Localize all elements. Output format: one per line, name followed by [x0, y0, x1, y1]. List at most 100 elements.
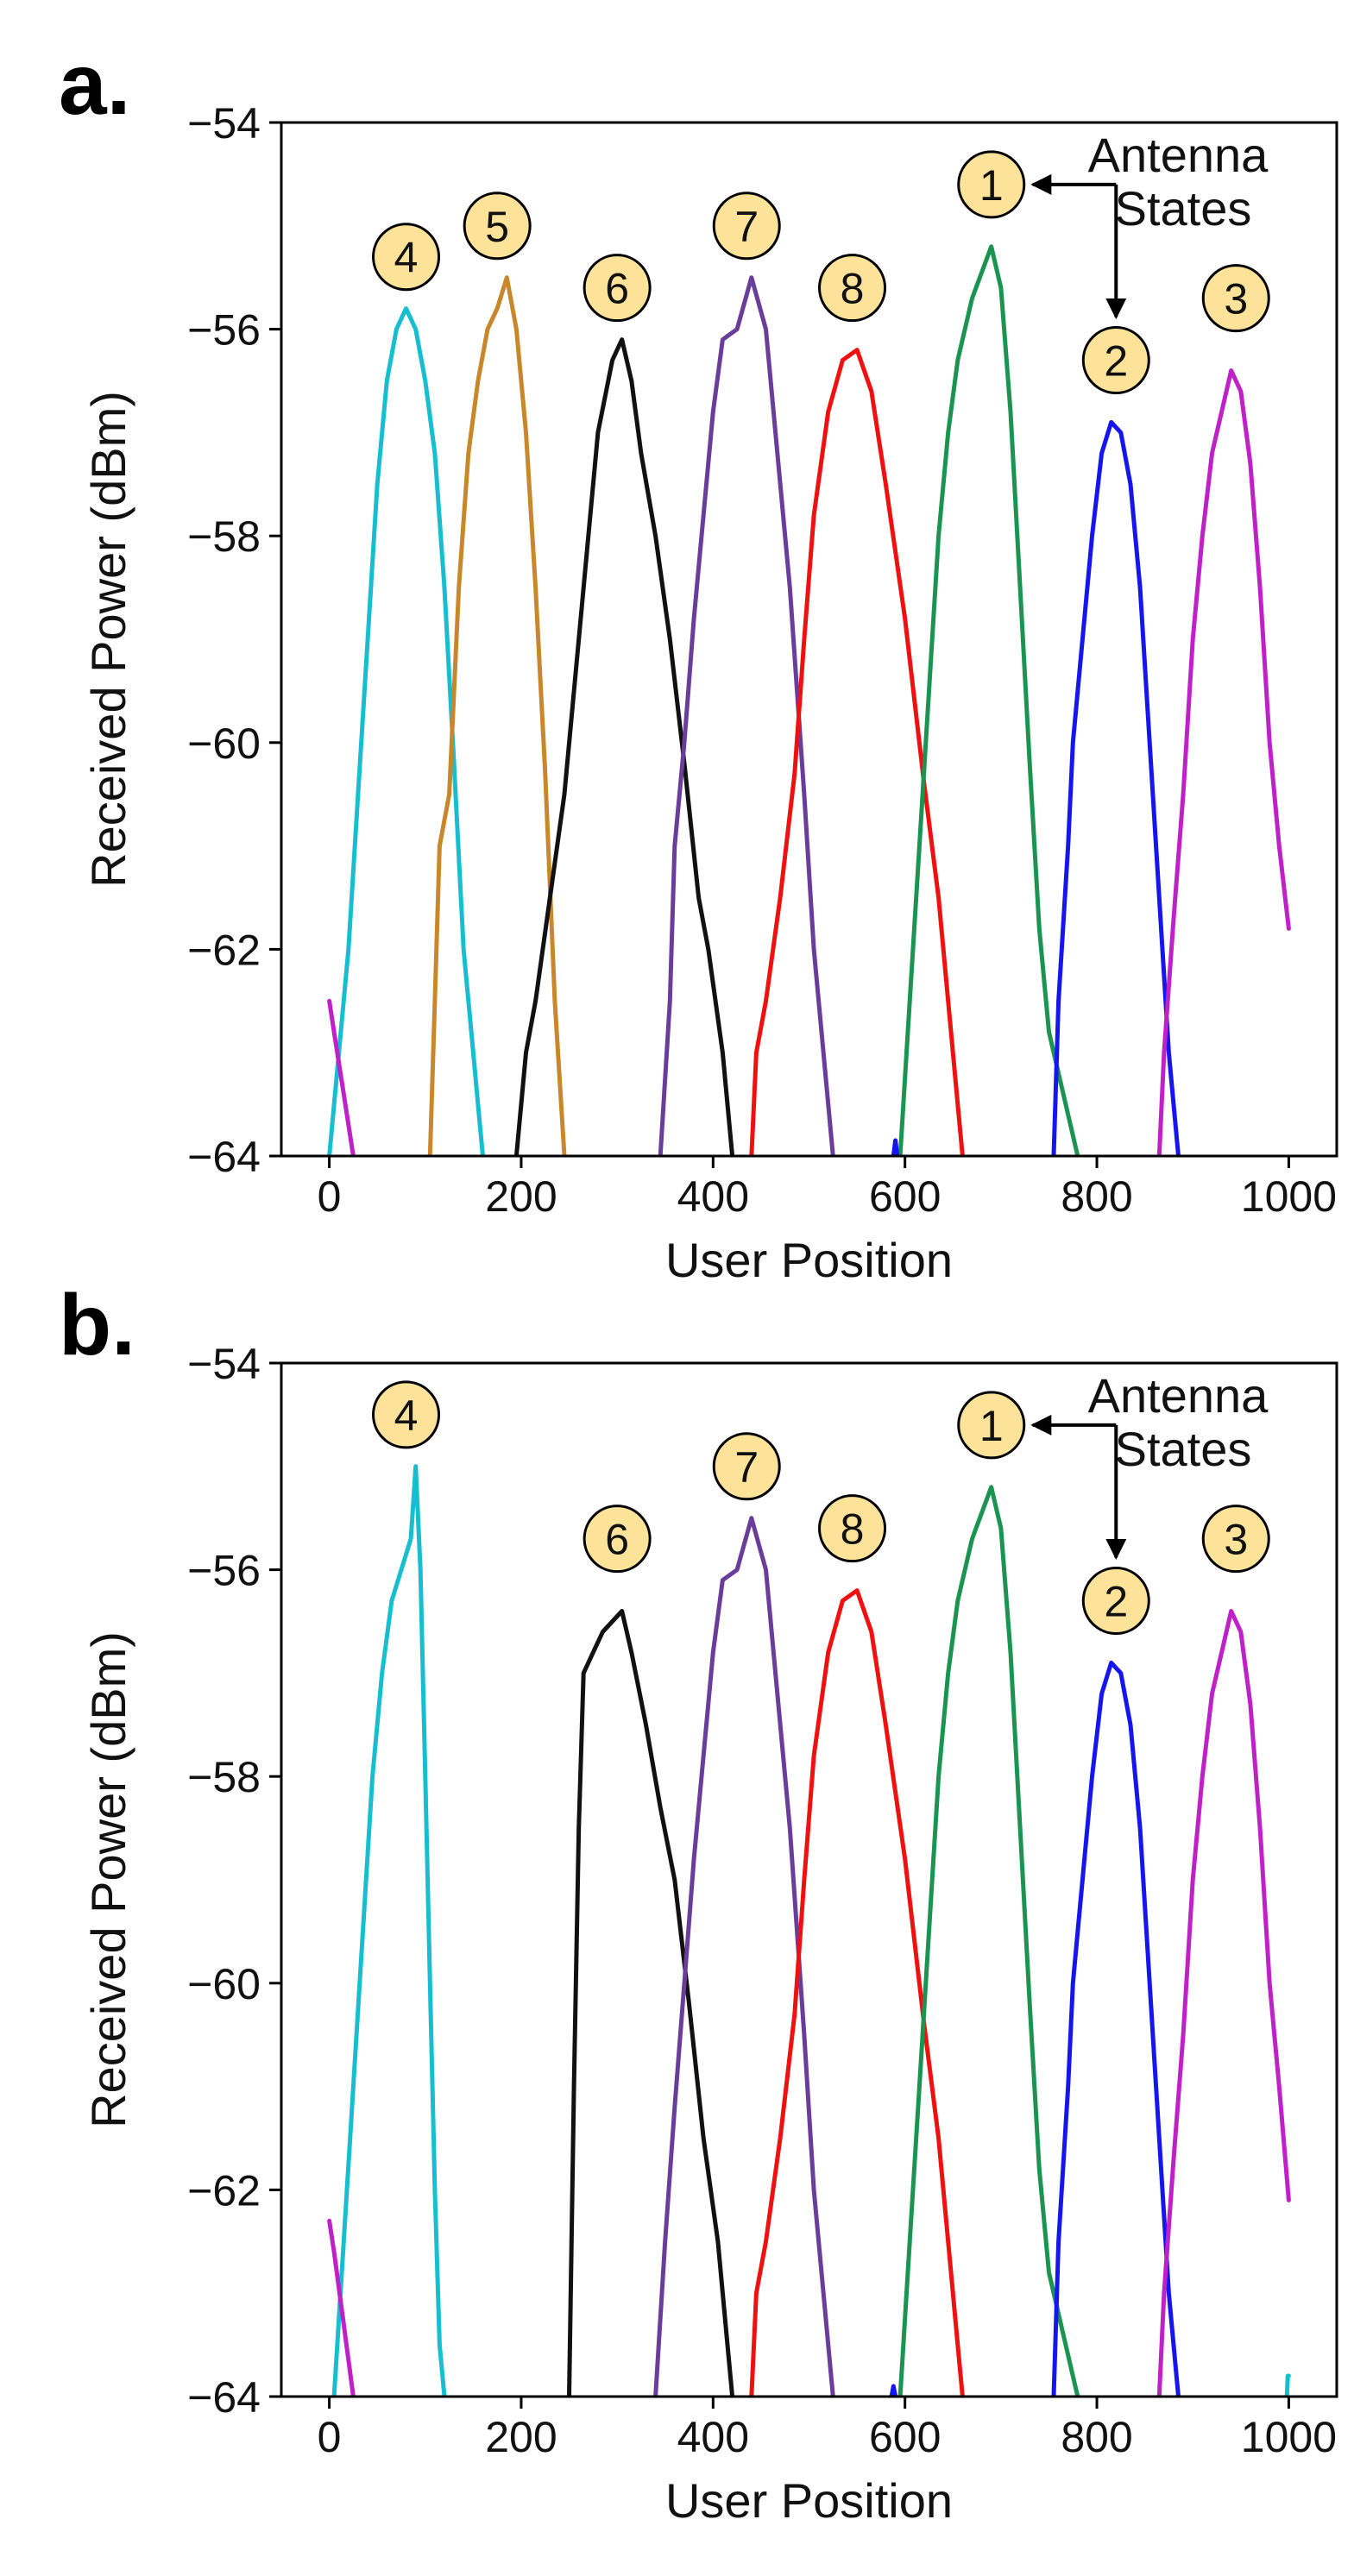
- panel-label: b.: [59, 1277, 135, 1373]
- state-label: 6: [605, 1516, 629, 1564]
- y-tick-label: −64: [187, 1133, 261, 1181]
- state-circle: [712, 192, 781, 261]
- y-tick-label: −54: [187, 1340, 261, 1388]
- y-tick-label: −58: [187, 512, 261, 561]
- panel-b: 0 200 400 600 800 1000 −54 −56 −58 −60 −62 −64 User …: [59, 1277, 1338, 2528]
- state-label: 8: [841, 1505, 865, 1554]
- axes-frame: [280, 1361, 1338, 2398]
- state-label: 2: [1104, 1578, 1128, 1626]
- series-state-6-line: [513, 337, 735, 1156]
- x-tick-label: 800: [1061, 1172, 1132, 1221]
- x-tick-label: 1000: [1241, 2413, 1337, 2461]
- axes-frame: [280, 121, 1338, 1158]
- state-label: 3: [1224, 275, 1248, 324]
- x-tick-label: 400: [677, 1172, 749, 1221]
- x-tick-label: 800: [1061, 2413, 1132, 2461]
- state-marker-1: 1: [957, 1391, 1026, 1460]
- state-label: 3: [1224, 1516, 1248, 1564]
- series-fragment-line-9: [891, 1138, 900, 1156]
- state-circle: [957, 150, 1026, 219]
- x-tick-label: 200: [485, 2413, 557, 2461]
- state-marker-1: 1: [957, 150, 1026, 219]
- state-circle: [583, 254, 652, 323]
- state-marker-7: 7: [712, 192, 781, 261]
- y-tick-label: −54: [187, 99, 261, 148]
- state-marker-6: 6: [583, 254, 652, 323]
- series-state-2-line: [1051, 419, 1181, 1156]
- y-tick-label: −58: [187, 1753, 261, 1801]
- y-tick-label: −56: [187, 306, 261, 355]
- state-marker-3: 3: [1201, 264, 1270, 333]
- panel-a: 0 200 400 600 800 1000 −54 −56 −58 −60 −62 −64 User …: [59, 36, 1338, 1287]
- state-marker-7: 7: [712, 1432, 781, 1501]
- y-tick-label: −62: [187, 2166, 261, 2215]
- series-state-3-line: [1156, 368, 1291, 1156]
- state-circle: [712, 1432, 781, 1501]
- series-fragment-line-7: [327, 2218, 356, 2397]
- state-circle: [1081, 326, 1150, 395]
- annotation-line-1: Antenna: [1088, 1368, 1269, 1423]
- state-circle: [583, 1505, 652, 1574]
- series-state-2-line: [1051, 1660, 1181, 2397]
- series-fragment-line-9: [889, 2384, 898, 2397]
- series-state-1-line: [897, 1485, 1080, 2397]
- x-tick-label: 0: [318, 1172, 342, 1221]
- series-fragment-line-8: [1284, 2373, 1291, 2397]
- state-circle: [372, 1380, 441, 1449]
- y-tick-label: −56: [187, 1547, 261, 1595]
- state-label: 4: [394, 234, 419, 282]
- annotation-line-2: States: [1115, 1422, 1252, 1476]
- state-marker-4: 4: [372, 1380, 441, 1449]
- state-label: 1: [979, 1402, 1004, 1450]
- state-marker-2: 2: [1081, 326, 1150, 395]
- state-circle: [957, 1391, 1026, 1460]
- state-label: 5: [485, 203, 509, 251]
- y-tick-label: −60: [187, 719, 261, 768]
- state-marker-2: 2: [1081, 1567, 1150, 1636]
- x-axis-label: User Position: [665, 1233, 953, 1287]
- state-marker-3: 3: [1201, 1505, 1270, 1574]
- series-state-6-line: [567, 1609, 735, 2397]
- state-circle: [372, 223, 441, 292]
- annotation-line-2: States: [1115, 181, 1252, 236]
- x-tick-label: 600: [869, 2413, 941, 2461]
- series-state-7-line: [653, 1516, 835, 2397]
- state-label: 2: [1104, 337, 1128, 386]
- series-fragment-line-8: [327, 998, 356, 1156]
- state-label: 1: [979, 161, 1004, 210]
- panel-label: a.: [59, 36, 130, 133]
- series-group: [327, 244, 1291, 1156]
- x-axis-label: User Position: [665, 2473, 953, 2528]
- state-circle: [818, 254, 887, 323]
- annotation-line-1: Antenna: [1088, 128, 1269, 182]
- y-axis-label: Received Power (dBm): [81, 391, 135, 888]
- series-state-4-line: [327, 306, 485, 1156]
- x-tick-label: 1000: [1241, 1172, 1337, 1221]
- series-state-1-line: [897, 244, 1080, 1156]
- state-marker-5: 5: [463, 192, 532, 261]
- state-marker-6: 6: [583, 1505, 652, 1574]
- state-marker-4: 4: [372, 223, 441, 292]
- state-marker-8: 8: [818, 254, 887, 323]
- y-axis-label: Received Power (dBm): [81, 1631, 135, 2128]
- series-state-4-line: [331, 1464, 447, 2397]
- state-marker-8: 8: [818, 1494, 887, 1563]
- series-state-8-line: [749, 1588, 965, 2397]
- x-tick-label: 200: [485, 1172, 557, 1221]
- state-label: 4: [394, 1392, 419, 1440]
- state-circle: [1201, 1505, 1270, 1574]
- x-tick-label: 400: [677, 2413, 749, 2461]
- state-label: 7: [734, 1443, 759, 1492]
- state-label: 6: [605, 265, 629, 313]
- y-tick-label: −60: [187, 1960, 261, 2008]
- state-circle: [463, 192, 532, 261]
- x-tick-label: 0: [318, 2413, 342, 2461]
- series-state-5-line: [427, 275, 567, 1156]
- series-group: [327, 1464, 1291, 2397]
- series-state-3-line: [1156, 1609, 1291, 2397]
- y-tick-label: −64: [187, 2373, 261, 2422]
- x-tick-label: 600: [869, 1172, 941, 1221]
- state-label: 8: [841, 265, 865, 313]
- state-circle: [818, 1494, 887, 1563]
